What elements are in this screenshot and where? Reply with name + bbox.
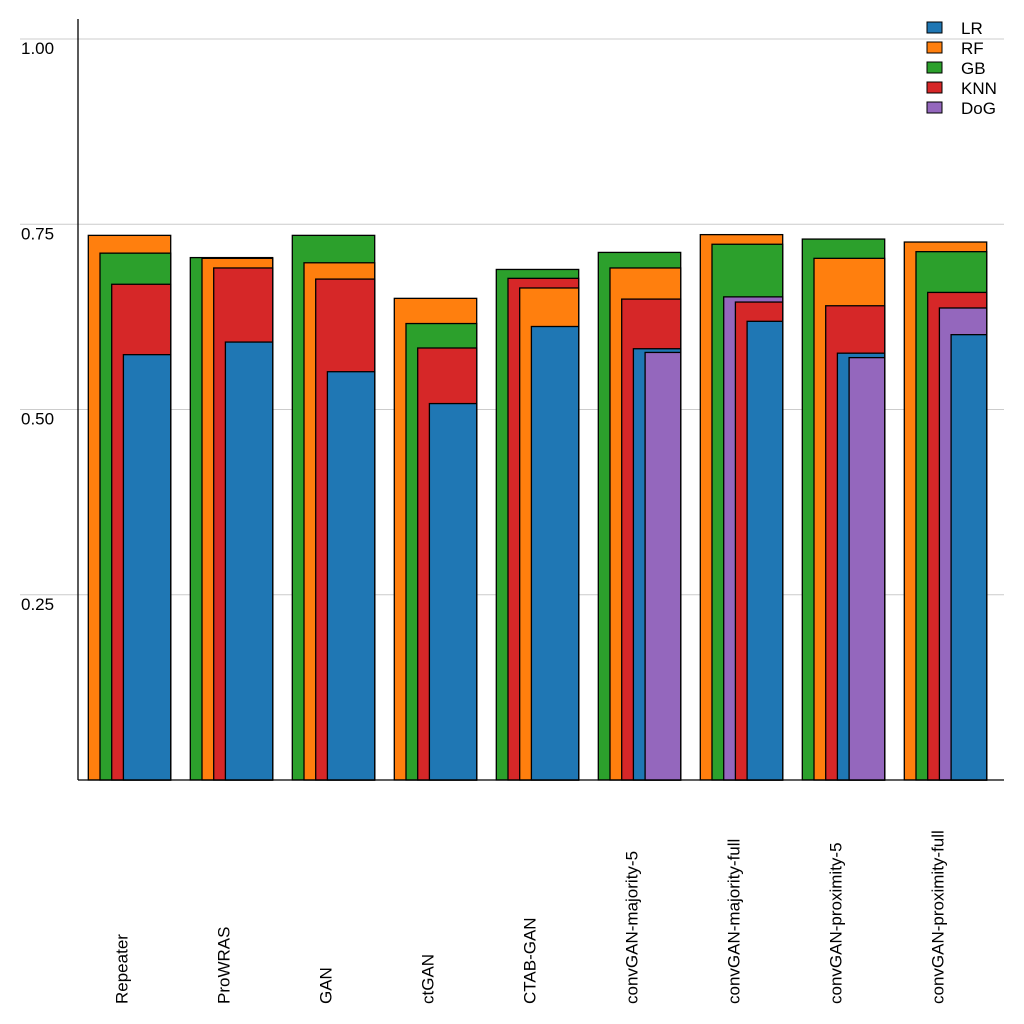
bar-lr xyxy=(224,341,274,781)
bar-group-repeater xyxy=(87,234,172,781)
y-tick-label: 1.00 xyxy=(21,39,54,58)
bars xyxy=(87,233,988,781)
bar-lr xyxy=(746,320,784,781)
y-tick-label: 0.25 xyxy=(21,595,54,614)
x-tick-label: convGAN-majority-full xyxy=(725,839,744,1004)
x-tick-label: ctGAN xyxy=(419,954,438,1004)
bar-group-convgan-proximity-5 xyxy=(801,238,886,781)
x-tick-label: ProWRAS xyxy=(215,927,234,1004)
x-tick-label: GAN xyxy=(317,967,336,1004)
bar-lr xyxy=(530,325,580,781)
legend-swatch xyxy=(926,21,943,34)
legend-swatch xyxy=(926,101,943,114)
y-tick-label: 0.75 xyxy=(21,224,54,243)
bar-lr xyxy=(950,334,988,781)
x-tick-label: CTAB-GAN xyxy=(521,917,540,1004)
legend-item-knn: KNN xyxy=(926,79,997,98)
bar-lr xyxy=(428,402,478,781)
legend-label: DoG xyxy=(961,99,996,118)
legend-swatch xyxy=(926,41,943,54)
legend-swatch xyxy=(926,81,943,94)
bar-lr xyxy=(122,354,172,781)
x-tick-label: Repeater xyxy=(113,934,132,1004)
legend-label: GB xyxy=(961,59,986,78)
bar-group-gan xyxy=(291,234,376,781)
bar-lr xyxy=(326,371,376,781)
y-tick-label: 0.50 xyxy=(21,410,54,429)
x-tick-label: convGAN-majority-5 xyxy=(623,851,642,1004)
bar-group-ctab-gan xyxy=(495,268,580,781)
x-tick-labels: Repeater ProWRAS GAN ctGAN CTAB-GAN convGAN-m… xyxy=(113,830,948,1004)
legend-label: RF xyxy=(961,39,984,58)
legend-swatch xyxy=(926,61,943,74)
bar-group-convgan-proximity-full xyxy=(903,241,988,781)
legend-label: LR xyxy=(961,19,983,38)
bar-dog xyxy=(644,351,682,781)
axes xyxy=(77,19,1004,781)
x-tick-label: convGAN-proximity-5 xyxy=(827,842,846,1004)
legend-item-rf: RF xyxy=(926,39,984,58)
legend-label: KNN xyxy=(961,79,997,98)
x-tick-label: convGAN-proximity-full xyxy=(929,830,948,1004)
legend-item-gb: GB xyxy=(926,59,986,78)
bar-group-convgan-majority-full xyxy=(699,233,784,781)
y-tick-labels: 0.25 0.50 0.75 1.00 xyxy=(21,39,54,614)
bar-group-convgan-majority-5 xyxy=(597,251,682,781)
legend-item-lr: LR xyxy=(926,19,983,38)
bar-dog xyxy=(848,356,886,781)
bar-group-prowras xyxy=(189,256,274,781)
bar-group-ctgan xyxy=(393,297,478,781)
legend-item-dog: DoG xyxy=(926,99,996,118)
